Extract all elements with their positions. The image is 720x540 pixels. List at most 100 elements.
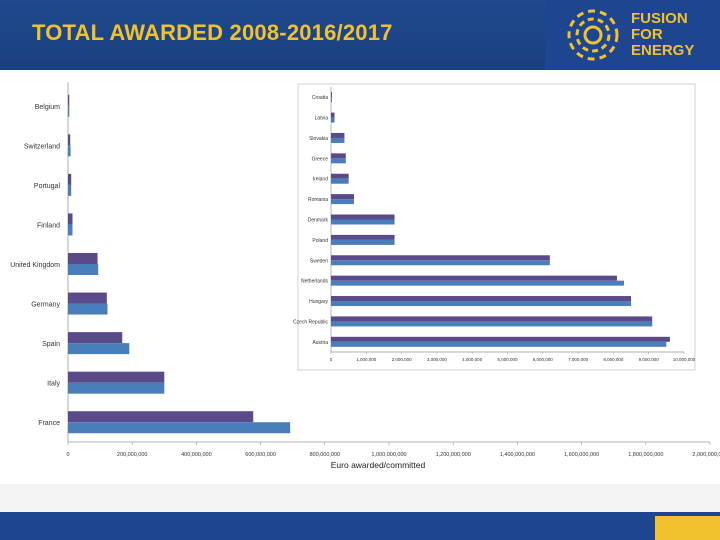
inset-chart-category-label: Denmark bbox=[308, 218, 329, 224]
large-chart-x-tick-label: 1,400,000,000 bbox=[500, 452, 535, 458]
inset-chart-bar-committed bbox=[331, 158, 346, 164]
inset-chart-bar-committed bbox=[331, 260, 550, 266]
inset-chart-bar-awarded bbox=[331, 194, 354, 200]
inset-chart-category-label: Greece bbox=[312, 156, 329, 162]
inset-chart-bar-committed bbox=[331, 178, 349, 184]
inset-chart-bar-committed bbox=[331, 280, 624, 286]
inset-chart-x-tick-label: 4,000,000 bbox=[462, 357, 483, 362]
sun-emblem-icon bbox=[567, 9, 619, 61]
inset-chart-bar-awarded bbox=[331, 173, 349, 179]
large-chart-bar-committed bbox=[68, 303, 108, 315]
large-chart-bar-committed bbox=[68, 145, 71, 157]
large-chart-bar-committed bbox=[68, 382, 165, 394]
large-chart-bar-awarded bbox=[68, 411, 254, 423]
large-chart-category-label: Germany bbox=[31, 302, 60, 309]
logo-wordmark: FUSION FOR ENERGY bbox=[631, 11, 694, 59]
inset-chart-x-tick-label: 7,000,000 bbox=[568, 357, 589, 362]
inset-chart-category-label: Hungary bbox=[309, 299, 328, 305]
inset-chart-bar-committed bbox=[331, 321, 653, 327]
large-chart-bar-awarded bbox=[68, 292, 107, 304]
large-chart-x-tick-label: 0 bbox=[66, 452, 69, 458]
large-chart-bar-committed bbox=[68, 105, 70, 117]
large-chart-bar-awarded bbox=[68, 173, 72, 185]
inset-chart-category-label: Ireland bbox=[313, 177, 329, 183]
large-chart-x-tick-label: 1,000,000,000 bbox=[371, 452, 406, 458]
inset-chart-bar-committed bbox=[331, 341, 667, 347]
large-chart-bar-awarded bbox=[68, 332, 123, 344]
large-chart-x-tick-label: 1,800,000,000 bbox=[628, 452, 663, 458]
large-chart-bar-awarded bbox=[68, 253, 98, 264]
awards-chart: Belgium Switzerland Portugal Finland United … bbox=[10, 82, 720, 470]
inset-chart-category-label: Romania bbox=[308, 197, 328, 203]
inset-chart-x-tick-label: 2,000,000 bbox=[392, 357, 413, 362]
inset-chart-bar-awarded bbox=[331, 214, 395, 220]
inset-chart-bar-committed bbox=[331, 219, 395, 225]
large-chart-x-tick-label: 800,000,000 bbox=[310, 452, 341, 458]
large-chart-bar-committed bbox=[68, 422, 291, 434]
inset-chart-category-label: Czech Republic bbox=[293, 319, 329, 325]
inset-chart-category-label: Slovakia bbox=[309, 136, 328, 142]
large-chart-x-tick-label: 2,000,000,000 bbox=[692, 452, 720, 458]
inset-chart-bar-committed bbox=[331, 199, 354, 205]
inset-chart-category-label: Sweden bbox=[310, 258, 328, 264]
large-chart-x-axis-title: Euro awarded/committed bbox=[331, 460, 426, 470]
page-title: TOTAL AWARDED 2008-2016/2017 bbox=[32, 20, 393, 45]
large-chart-x-tick-label: 400,000,000 bbox=[181, 452, 212, 458]
inset-chart-bar-awarded bbox=[331, 132, 345, 138]
logo-line-3: ENERGY bbox=[631, 42, 695, 59]
large-chart-category-label: United Kingdom bbox=[10, 262, 60, 269]
fusion-for-energy-logo: FUSION FOR ENERGY bbox=[545, 0, 720, 70]
inset-chart-x-tick-label: 10,000,000 bbox=[673, 357, 696, 362]
inset-chart-category-label: Poland bbox=[312, 238, 328, 244]
large-chart-category-label: Belgium bbox=[35, 104, 60, 111]
logo-line-2: FOR bbox=[631, 26, 663, 43]
inset-chart-bar-committed bbox=[331, 301, 632, 307]
inset-chart-bar-committed bbox=[331, 97, 332, 103]
inset-chart-x-tick-label: 0 bbox=[330, 357, 333, 362]
large-chart-bar-awarded bbox=[68, 371, 165, 383]
large-chart-bar-committed bbox=[68, 343, 130, 355]
large-chart-x-tick-label: 200,000,000 bbox=[117, 452, 148, 458]
inset-chart-bar-awarded bbox=[331, 255, 550, 261]
inset-chart-bar-awarded bbox=[331, 234, 395, 240]
inset-chart-category-label: Latvia bbox=[315, 116, 329, 122]
footer-bar bbox=[0, 512, 720, 540]
large-chart-x-tick-label: 600,000,000 bbox=[245, 452, 276, 458]
inset-chart-category-label: Netherlands bbox=[301, 279, 328, 285]
inset-chart-bar-awarded bbox=[331, 275, 617, 281]
large-chart-category-label: Finland bbox=[37, 222, 60, 229]
inset-chart-bar-awarded bbox=[331, 296, 632, 302]
inset-chart-category-label: Austria bbox=[312, 340, 328, 346]
inset-chart-x-tick-label: 8,000,000 bbox=[603, 357, 624, 362]
large-chart-bar-committed bbox=[68, 264, 99, 275]
large-chart-category-label: Italy bbox=[47, 381, 60, 388]
inset-chart-frame bbox=[297, 83, 696, 371]
inset-chart-bar-committed bbox=[331, 239, 395, 245]
large-chart-bar-awarded bbox=[68, 134, 71, 146]
inset-chart-x-tick-label: 1,000,000 bbox=[356, 357, 377, 362]
large-chart-x-tick-label: 1,600,000,000 bbox=[564, 452, 599, 458]
inset-chart-bar-awarded bbox=[331, 336, 670, 342]
chart-area: Belgium Switzerland Portugal Finland United … bbox=[0, 70, 720, 484]
footer-accent bbox=[655, 516, 720, 540]
large-chart-x-tick-label: 1,200,000,000 bbox=[436, 452, 471, 458]
inset-chart-x-tick-label: 3,000,000 bbox=[427, 357, 448, 362]
inset-chart-bar-committed bbox=[331, 137, 345, 143]
large-chart-category-label: France bbox=[38, 420, 60, 427]
inset-chart-x-tick-label: 6,000,000 bbox=[533, 357, 554, 362]
large-chart-category-label: Spain bbox=[42, 341, 60, 348]
inset-chart-bar-awarded bbox=[331, 316, 653, 322]
large-chart-bar-committed bbox=[68, 184, 72, 196]
inset-chart-bar-committed bbox=[331, 117, 335, 123]
inset-chart-bar-awarded bbox=[331, 153, 346, 159]
inset-chart-category-label: Croatia bbox=[312, 95, 328, 101]
logo-line-1: FUSION bbox=[631, 10, 688, 27]
large-chart-category-label: Switzerland bbox=[24, 143, 60, 150]
large-chart-bar-committed bbox=[68, 224, 73, 236]
inset-chart-bar-awarded bbox=[331, 92, 332, 98]
large-chart-bar-awarded bbox=[68, 213, 73, 225]
inset-chart-x-tick-label: 9,000,000 bbox=[639, 357, 660, 362]
inset-chart-bar-awarded bbox=[331, 112, 335, 118]
inset-chart-x-tick-label: 5,000,000 bbox=[497, 357, 518, 362]
large-chart-bar-awarded bbox=[68, 94, 70, 106]
